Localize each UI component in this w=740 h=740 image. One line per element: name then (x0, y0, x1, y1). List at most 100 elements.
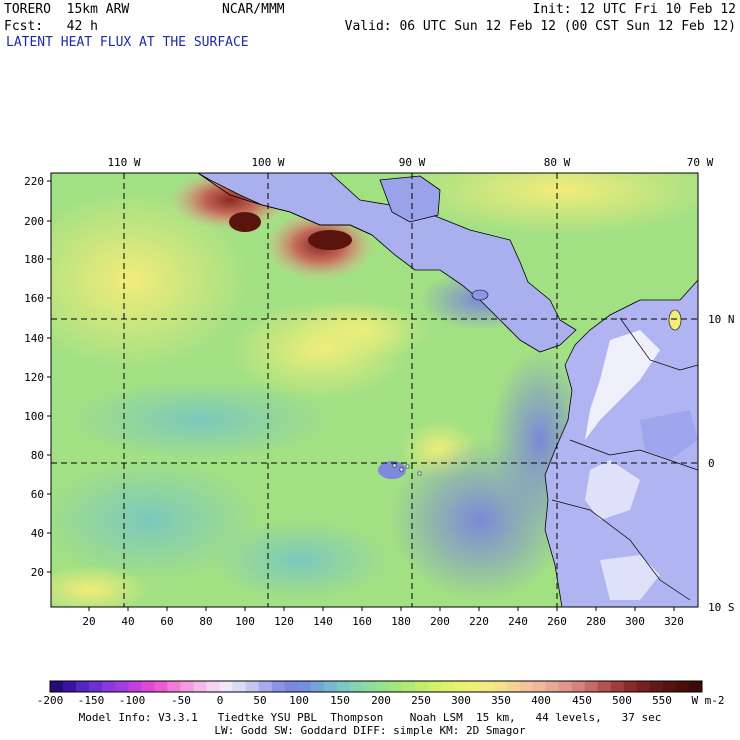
colorbar-label: -50 (171, 694, 191, 707)
colorbar-label: -100 (118, 694, 146, 707)
colorbar-label: 500 (612, 694, 632, 707)
x-tick-label: 140 (313, 615, 333, 628)
lon-label: 80 W (544, 156, 571, 169)
colorbar-label: 200 (371, 694, 391, 707)
x-tick-label: 20 (82, 615, 95, 628)
colorbar (50, 681, 703, 692)
colorbar-swatch (610, 681, 625, 692)
colorbar-swatch (206, 681, 220, 692)
colorbar-label: 150 (330, 694, 350, 707)
colorbar-label: -150 (77, 694, 105, 707)
colorbar-swatch (415, 681, 429, 692)
lon-label: 90 W (399, 156, 426, 169)
lon-label: 110 W (107, 156, 140, 169)
lat-label: 10 N (708, 313, 735, 326)
x-tick-label: 220 (469, 615, 489, 628)
model-name: TORERO 15km ARW (4, 2, 130, 17)
colorbar-label: 0 (216, 694, 224, 707)
map-frame (50, 172, 699, 608)
colorbar-swatch (519, 681, 533, 692)
colorbar-swatch (349, 681, 364, 692)
colorbar-swatch (506, 681, 520, 692)
colorbar-swatch (428, 681, 442, 692)
colorbar-swatch (675, 681, 690, 692)
colorbar-swatch (76, 681, 90, 692)
galapagos-islands (378, 461, 422, 479)
colorbar-swatch (545, 681, 559, 692)
y-tick-label: 180 (24, 253, 44, 266)
y-tick-label: 60 (31, 488, 44, 501)
forecast-hour: Fcst: 42 h (4, 19, 98, 34)
x-tick-label: 260 (547, 615, 567, 628)
colorbar-units: W m-2 (691, 694, 725, 707)
colorbar-swatch (571, 681, 585, 692)
x-tick-label: 320 (664, 615, 684, 628)
colorbar-swatch (662, 681, 677, 692)
colorbar-swatch (50, 681, 64, 692)
colorbar-swatch (128, 681, 142, 692)
x-tick-label: 80 (199, 615, 212, 628)
colorbar-swatch (323, 681, 338, 692)
x-tick-label: 120 (274, 615, 294, 628)
colorbar-frame (49, 680, 703, 693)
colorbar-swatch (480, 681, 494, 692)
y-tick-label: 120 (24, 371, 44, 384)
colorbar-label: 250 (411, 694, 431, 707)
colorbar-swatch (636, 681, 651, 692)
colorbar-label: 400 (531, 694, 551, 707)
colorbar-swatch (493, 681, 507, 692)
colorbar-swatch (623, 681, 638, 692)
colorbar-swatch (454, 681, 468, 692)
colorbar-swatch (167, 681, 181, 692)
colorbar-swatch (115, 681, 129, 692)
lon-label: 100 W (251, 156, 284, 169)
colorbar-swatch (362, 681, 377, 692)
init-time: Init: 12 UTC Fri 10 Feb 12 (532, 2, 737, 17)
colorbar-swatch (558, 681, 572, 692)
field-title: LATENT HEAT FLUX AT THE SURFACE (6, 35, 249, 50)
x-tick-label: 300 (625, 615, 645, 628)
colorbar-swatch (219, 681, 233, 692)
y-tick-label: 20 (31, 566, 44, 579)
flux-field (51, 173, 698, 607)
x-tick-label: 180 (391, 615, 411, 628)
colorbar-label: 450 (572, 694, 592, 707)
colorbar-swatch (193, 681, 207, 692)
colorbar-swatch (532, 681, 546, 692)
lat-lon-grid (51, 173, 698, 607)
colorbar-label: 50 (253, 694, 267, 707)
y-tick-label: 220 (24, 175, 44, 188)
colorbar-swatch (597, 681, 612, 692)
y-tick-label: 80 (31, 449, 44, 462)
organization: NCAR/MMM (222, 2, 285, 17)
lat-label: 0 (708, 457, 715, 470)
colorbar-swatch (441, 681, 455, 692)
colorbar-swatch (180, 681, 194, 692)
x-tick-label: 60 (160, 615, 173, 628)
colorbar-label: 300 (451, 694, 471, 707)
y-tick-label: 40 (31, 527, 44, 540)
colorbar-swatch (336, 681, 351, 692)
colorbar-swatch (649, 681, 664, 692)
colorbar-swatch (232, 681, 246, 692)
colorbar-swatch (584, 681, 598, 692)
model-physics: LW: Godd SW: Goddard DIFF: simple KM: 2D… (214, 724, 526, 737)
y-tick-label: 140 (24, 332, 44, 345)
x-tick-label: 100 (235, 615, 255, 628)
y-tick-label: 200 (24, 215, 44, 228)
yucatan-land (379, 175, 441, 223)
valid-time: Valid: 06 UTC Sun 12 Feb 12 (00 CST Sun … (344, 19, 736, 34)
colorbar-swatch (258, 681, 272, 692)
colorbar-label: 350 (491, 694, 511, 707)
y-tick-label: 100 (24, 410, 44, 423)
model-info: Model Info: V3.3.1 Tiedtke YSU PBL Thomp… (78, 711, 662, 724)
colorbar-swatch (63, 681, 77, 692)
colorbar-swatch (688, 681, 703, 692)
colorbar-label: 550 (652, 694, 672, 707)
colorbar-label: 100 (289, 694, 309, 707)
colorbar-swatch (310, 681, 325, 692)
colorbar-label: -200 (36, 694, 64, 707)
colorbar-swatch (389, 681, 403, 692)
lat-label: 10 S (708, 601, 735, 614)
lon-label: 70 W (687, 156, 714, 169)
